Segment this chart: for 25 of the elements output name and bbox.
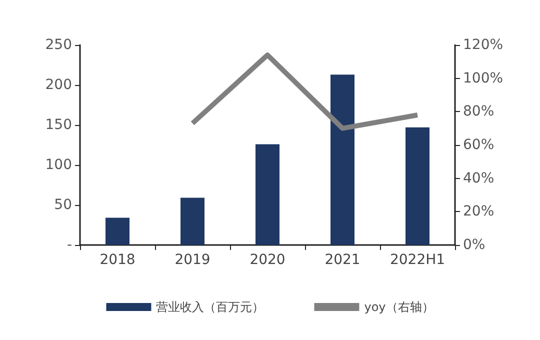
legend-label: 营业收入（百万元） (156, 300, 264, 314)
bar (330, 74, 354, 245)
x-tick-label: 2021 (324, 252, 360, 268)
x-tick-label: 2022H1 (390, 252, 446, 268)
x-tick-label: 2019 (174, 252, 210, 268)
y-tick-label: 50 (54, 197, 72, 213)
x-tick-label: 2020 (250, 252, 286, 268)
y-tick-label: 100 (45, 157, 72, 173)
x-tick-label: 2018 (100, 252, 136, 268)
y2-tick-label: 80% (463, 104, 494, 120)
bar (256, 144, 280, 245)
y-tick-label: 150 (45, 117, 72, 133)
bar (180, 198, 204, 245)
bar (406, 127, 430, 245)
y-tick-label: 250 (45, 37, 72, 53)
y2-tick-label: 120% (463, 37, 504, 53)
legend-label: yoy（右轴） (364, 300, 434, 314)
y-tick-label: - (66, 237, 72, 253)
y2-tick-label: 100% (463, 70, 504, 86)
y2-tick-label: 40% (463, 170, 494, 186)
y-tick-label: 200 (45, 77, 72, 93)
bar (106, 218, 130, 245)
y2-tick-label: 60% (463, 137, 494, 153)
y2-tick-label: 20% (463, 204, 494, 220)
y2-tick-label: 0% (463, 237, 486, 253)
